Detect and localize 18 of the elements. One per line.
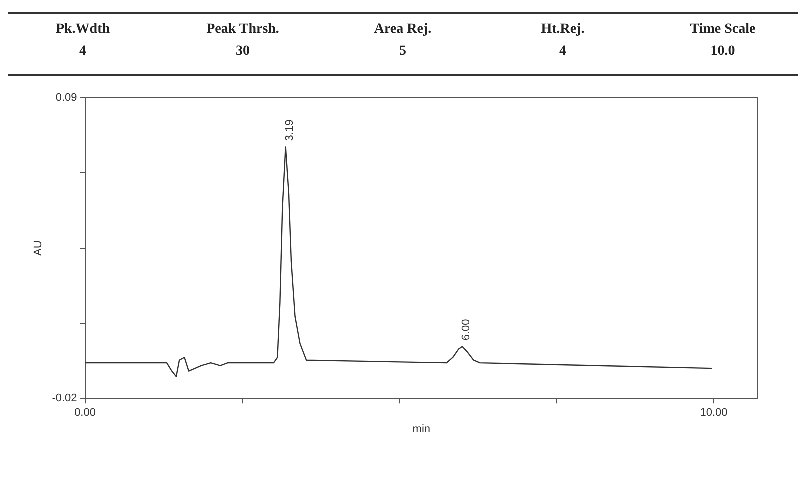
text: 10.0: [710, 44, 736, 60]
annotation: 6.00: [460, 319, 473, 341]
text: 5: [398, 44, 408, 60]
text: 4: [78, 44, 88, 60]
text: Ht.Rej.: [540, 22, 586, 38]
x-tick-label: 10.00: [700, 407, 728, 420]
text: 4: [558, 44, 568, 60]
y-axis-title: AU: [32, 240, 45, 256]
y-tick-label: 0.09: [56, 92, 78, 104]
text: Area Rej.: [373, 22, 433, 38]
text: Pk.Wdth: [54, 22, 112, 38]
text: 30: [235, 44, 251, 60]
y-tick-label: -0.02: [52, 392, 78, 405]
text: Peak Thrsh.: [206, 22, 280, 38]
annotation: 3.19: [284, 120, 296, 142]
x-tick-label: 0.00: [74, 407, 96, 420]
x-axis-title: min: [412, 423, 431, 436]
text: Time Scale: [689, 22, 757, 38]
